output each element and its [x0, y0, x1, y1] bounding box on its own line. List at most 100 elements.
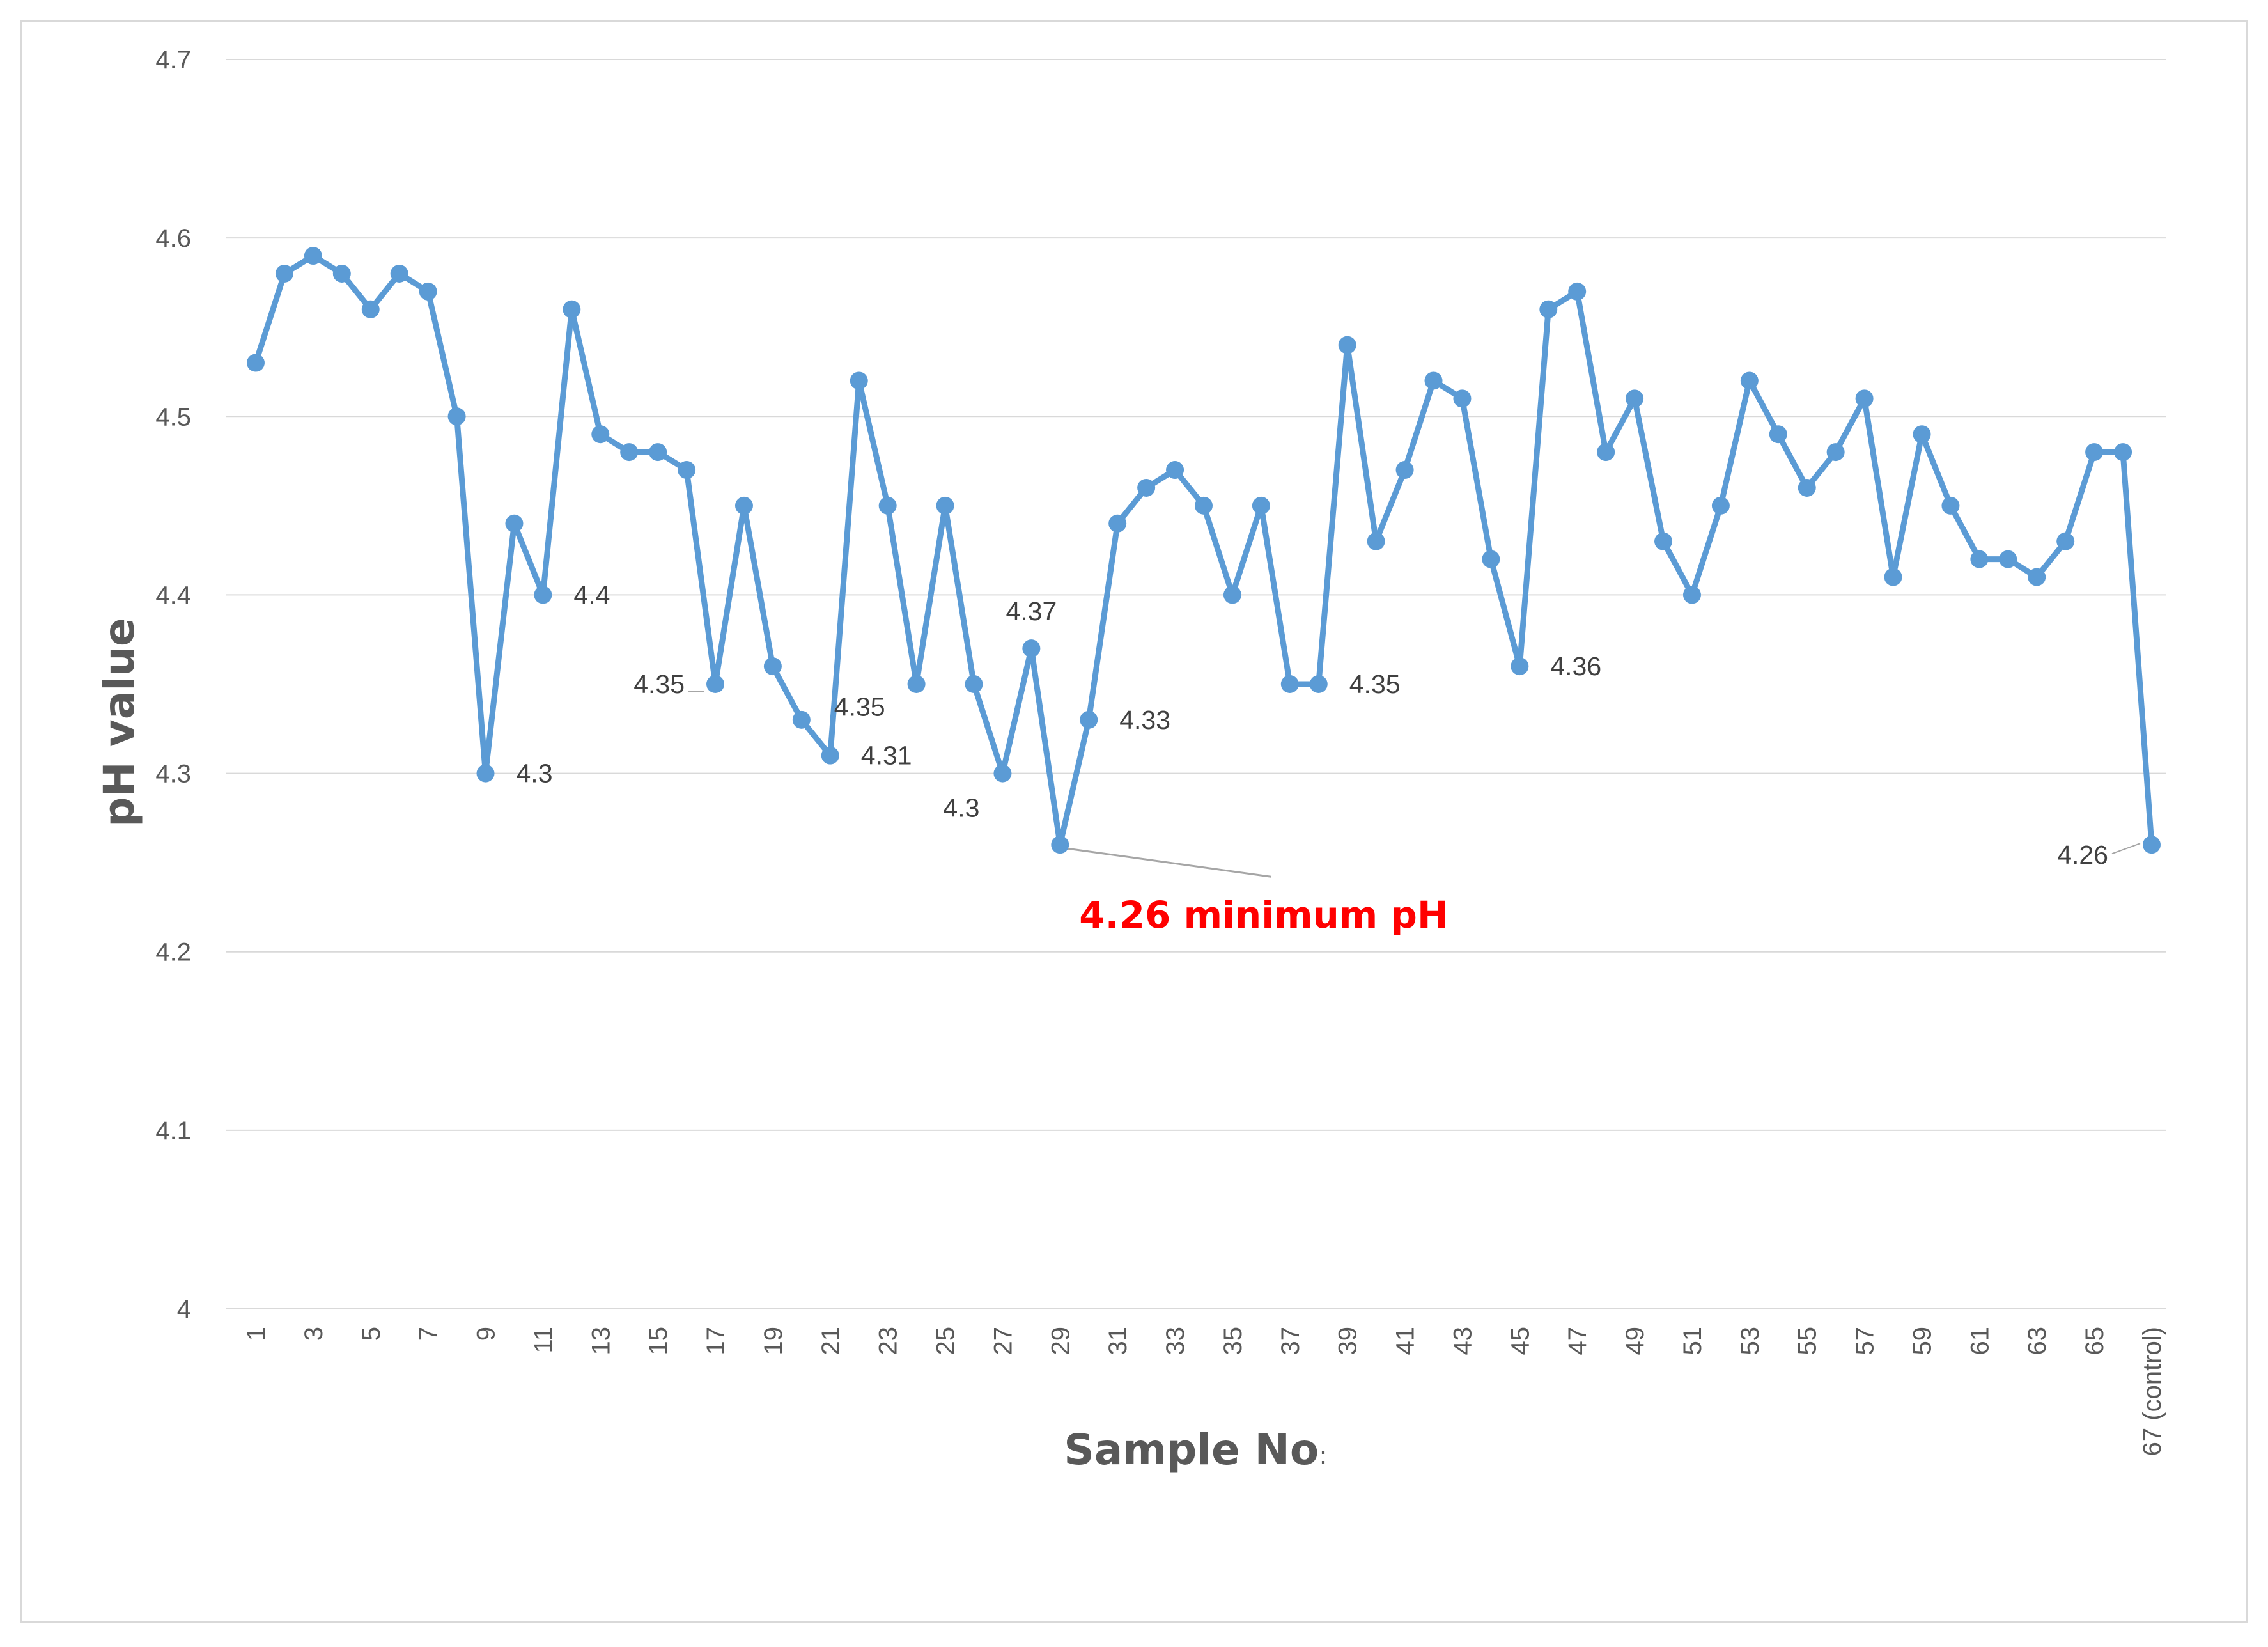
y-tick-label: 4.4 [155, 581, 191, 609]
data-point [1798, 478, 1816, 497]
data-point [563, 300, 581, 318]
data-point [1568, 282, 1587, 301]
data-point [1051, 836, 1069, 854]
minimum-annotation: 4.26 minimum pH [1068, 847, 1449, 937]
data-point [821, 746, 839, 765]
data-label: 4.26 [2057, 840, 2108, 870]
data-point [1280, 675, 1299, 693]
data-point [591, 425, 610, 444]
x-tick-label: 23 [874, 1327, 903, 1355]
x-tick-label: 19 [759, 1327, 788, 1355]
data-point [2056, 532, 2075, 550]
x-tick-label: 5 [357, 1327, 385, 1341]
data-point [907, 675, 926, 693]
data-point [1309, 675, 1328, 693]
y-tick-label: 4.2 [155, 939, 191, 967]
data-point [1711, 496, 1730, 515]
data-point [1913, 425, 1931, 444]
data-point [850, 371, 868, 390]
x-tick-label: 43 [1449, 1327, 1477, 1355]
data-point [1597, 443, 1615, 462]
data-point [1223, 586, 1241, 604]
data-point [1395, 461, 1414, 480]
data-point [878, 496, 897, 515]
x-axis-ticks: 1 3 5 7 9 11 13 15 17 19 21 23 25 27 29 31 33 35 37 39 41 43 4… [242, 1327, 2166, 1456]
x-tick-label: 65 [2081, 1327, 2109, 1355]
data-point [649, 443, 667, 462]
data-point [1769, 425, 1787, 444]
data-point [1884, 568, 1902, 586]
y-tick-label: 4.5 [155, 403, 191, 431]
x-tick-label: 61 [1966, 1327, 1994, 1355]
x-tick-label: 1 [242, 1327, 270, 1341]
data-point [965, 675, 983, 693]
data-label-leader [2111, 843, 2141, 855]
chart-frame: 4 4.1 4.2 4.3 4.4 4.5 4.6 4.7 1 3 5 7 9 11 13 15 17 19 21… [20, 20, 2248, 1623]
data-label: 4.31 [861, 741, 912, 770]
data-label: 4.35 [1349, 669, 1401, 699]
data-point [1453, 389, 1472, 408]
data-point [1941, 496, 1960, 515]
x-tick-label: 39 [1334, 1327, 1362, 1355]
data-point [1022, 639, 1041, 658]
x-tick-label: 41 [1392, 1327, 1420, 1355]
data-label: 4.3 [943, 793, 979, 823]
data-point [1511, 657, 1529, 676]
data-point [1338, 336, 1356, 354]
x-tick-label: 51 [1679, 1327, 1707, 1355]
data-label: 4.33 [1119, 705, 1170, 735]
data-label: 4.36 [1550, 652, 1601, 681]
y-tick-label: 4.6 [155, 224, 191, 253]
data-point [2028, 568, 2046, 586]
data-point [505, 514, 524, 533]
y-tick-label: 4 [177, 1295, 191, 1323]
data-point [247, 354, 265, 372]
data-point [993, 764, 1012, 783]
x-tick-label: 29 [1046, 1327, 1075, 1355]
x-tick-label: 31 [1104, 1327, 1132, 1355]
data-point [792, 710, 811, 729]
data-point [361, 300, 380, 318]
data-point [275, 264, 293, 283]
data-point [1166, 461, 1184, 480]
data-point [763, 657, 782, 676]
data-point [1855, 389, 1874, 408]
x-tick-label: 17 [702, 1327, 730, 1355]
data-point [1740, 371, 1759, 390]
data-label: 4.37 [1006, 597, 1057, 626]
data-point [390, 264, 408, 283]
data-point [2114, 443, 2132, 462]
x-tick-label: 21 [817, 1327, 845, 1355]
data-point [1999, 550, 2017, 568]
data-point [2085, 443, 2104, 462]
x-tick-label: 7 [415, 1327, 443, 1341]
series-line [252, 253, 2155, 848]
y-tick-label: 4.3 [155, 760, 191, 788]
x-axis-title: Sample No: [1064, 1425, 1328, 1474]
y-tick-label: 4.7 [155, 46, 191, 74]
x-tick-label: 67 (control) [2138, 1327, 2166, 1456]
x-tick-label: 9 [472, 1327, 501, 1341]
x-tick-label: 47 [1564, 1327, 1592, 1355]
x-tick-label: 33 [1161, 1327, 1190, 1355]
x-tick-label: 27 [989, 1327, 1017, 1355]
data-point [1626, 389, 1644, 408]
data-point [419, 282, 437, 301]
x-tick-label: 11 [529, 1327, 557, 1354]
x-axis-title-suffix: : [1319, 1441, 1327, 1471]
x-tick-label: 3 [300, 1327, 328, 1341]
data-point [1252, 496, 1270, 515]
x-tick-label: 25 [932, 1327, 960, 1355]
y-axis-ticks: 4 4.1 4.2 4.3 4.4 4.5 4.6 4.7 [155, 46, 191, 1323]
data-point [534, 586, 552, 604]
data-point [1424, 371, 1443, 390]
data-labels: 4.3 4.4 4.35 4.35 4.31 4.3 4.37 4.33 4.35 4.36 4.2… [517, 580, 2141, 870]
gridlines [226, 59, 2166, 1309]
data-label: 4.3 [517, 759, 553, 788]
x-tick-label: 49 [1621, 1327, 1649, 1355]
data-point [1080, 710, 1098, 729]
data-point [678, 461, 696, 480]
x-tick-label: 57 [1851, 1327, 1879, 1355]
data-point [1367, 532, 1385, 550]
data-point [476, 764, 495, 783]
